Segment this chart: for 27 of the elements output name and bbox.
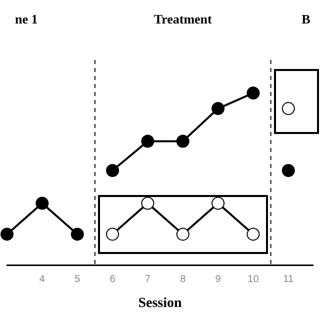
point	[282, 164, 295, 178]
x-tick-label: 4	[39, 274, 46, 285]
text: B	[302, 11, 311, 26]
x-tick-label: 5	[74, 274, 81, 285]
point	[282, 102, 295, 116]
x-tick-label: 7	[144, 274, 151, 285]
point	[176, 228, 190, 241]
point	[106, 228, 120, 241]
x-tick-label: 9	[215, 274, 222, 285]
point	[106, 164, 120, 178]
point	[246, 86, 260, 100]
point	[36, 196, 49, 210]
point	[0, 228, 14, 241]
point	[212, 196, 225, 210]
point	[141, 196, 154, 210]
point	[70, 228, 84, 241]
point	[176, 134, 190, 148]
x-axis-title: Session	[138, 296, 182, 312]
text: ne 1	[14, 11, 38, 26]
x-tick-label: 6	[110, 274, 116, 285]
point	[246, 228, 260, 241]
text: Treatment	[154, 11, 213, 26]
x-tick-label: 8	[180, 274, 186, 285]
point	[212, 102, 225, 116]
point	[141, 134, 154, 148]
x-tick-label: 11	[283, 274, 294, 285]
x-tick-label: 10	[248, 274, 260, 285]
